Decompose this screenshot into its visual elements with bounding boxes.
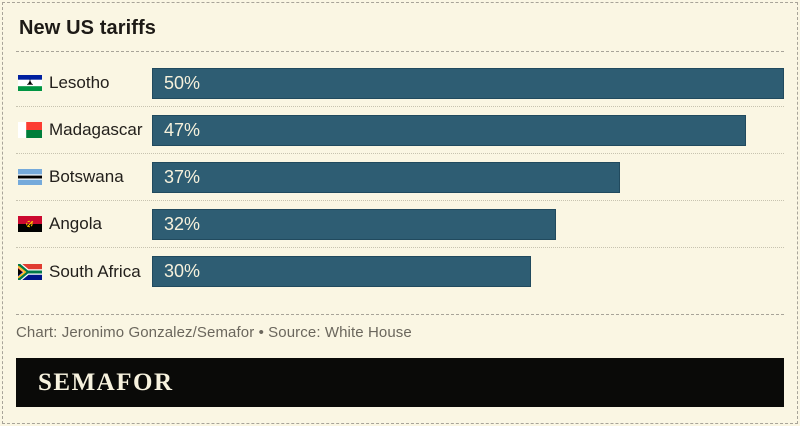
country-label: Botswana xyxy=(49,167,124,186)
south-africa-flag-icon xyxy=(18,263,42,280)
madagascar-flag-icon xyxy=(18,122,42,138)
tariff-bar: 50% xyxy=(152,67,784,99)
bar-value-label: 37% xyxy=(164,166,201,187)
bar-track: 37% xyxy=(152,161,784,193)
chart-row: Madagascar 47% xyxy=(16,107,784,154)
chart-row: Lesotho 50% xyxy=(16,60,784,107)
angola-flag-icon xyxy=(18,216,42,232)
title-divider xyxy=(16,51,784,52)
bar-value-label: 32% xyxy=(164,213,201,234)
credit-line: Chart: Jeronimo Gonzalez/Semafor • Sourc… xyxy=(16,324,412,341)
country-label: Angola xyxy=(49,214,102,233)
bar-chart: Lesotho 50% Madagascar xyxy=(16,60,784,295)
tariff-bar: 30% xyxy=(152,256,532,287)
row-label: Madagascar xyxy=(16,120,152,140)
chart-row: Botswana 37% xyxy=(16,154,784,201)
bar-track: 50% xyxy=(152,67,784,99)
row-label: Angola xyxy=(16,214,152,234)
country-label: Madagascar xyxy=(49,120,143,139)
bar-value-label: 47% xyxy=(164,119,201,140)
chart-row: South Africa 30% xyxy=(16,248,784,295)
tariff-bar: 47% xyxy=(152,114,747,146)
bar-value-label: 30% xyxy=(164,261,201,281)
row-label: South Africa xyxy=(16,262,152,282)
semafor-wordmark: SEMAFOR xyxy=(38,368,174,396)
tariff-bar: 37% xyxy=(152,161,620,193)
country-label: South Africa xyxy=(49,261,141,281)
chart-row: Angola 32% xyxy=(16,201,784,248)
botswana-flag-icon xyxy=(18,169,42,185)
lesotho-flag-icon xyxy=(18,75,42,91)
row-label: Botswana xyxy=(16,167,152,187)
chart-title: New US tariffs xyxy=(19,17,156,39)
country-label: Lesotho xyxy=(49,73,110,92)
bar-value-label: 50% xyxy=(164,72,201,93)
bar-track: 47% xyxy=(152,114,784,146)
brand-banner: SEMAFOR xyxy=(16,358,784,407)
bar-track: 30% xyxy=(152,256,784,287)
row-label: Lesotho xyxy=(16,73,152,93)
credit-divider xyxy=(16,314,784,315)
tariff-bar: 32% xyxy=(152,208,557,240)
bar-track: 32% xyxy=(152,208,784,240)
